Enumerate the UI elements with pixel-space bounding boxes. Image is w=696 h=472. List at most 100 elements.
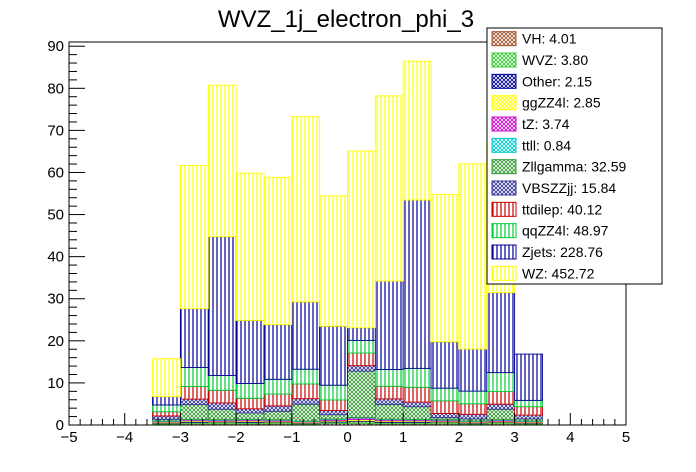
bar-zllgamma-bin-4	[263, 410, 293, 421]
x-tick-label: 4	[566, 429, 574, 446]
bar-ttdilep-bin-3	[235, 397, 265, 410]
y-tick-label: 60	[47, 164, 64, 181]
bar-qqzz4l-bin-10	[430, 387, 460, 402]
bar-wz-bin-0	[152, 358, 181, 398]
bar-zllgamma-bin-2	[207, 408, 237, 421]
bar-zjets-bin-7	[347, 327, 376, 341]
bar-ttdilep-bin-0	[152, 411, 181, 417]
x-tick-label: 3	[510, 429, 518, 446]
y-tick-label: 30	[47, 291, 64, 308]
bar-wz-bin-2	[207, 84, 237, 238]
y-tick-label: 20	[47, 333, 64, 350]
bar-qqzz4l-bin-8	[374, 368, 404, 387]
legend-entry-other: Other: 2.15	[491, 73, 592, 89]
bar-zjets-bin-4	[263, 324, 293, 380]
bar-zjets-bin-12	[486, 292, 516, 374]
x-tick-label: 2	[455, 429, 463, 446]
bar-zjets-bin-1	[179, 308, 209, 368]
bar-zjets-bin-13	[514, 353, 543, 401]
legend-label: ggZZ4l: 2.85	[522, 95, 601, 111]
bar-zllgamma-bin-5	[291, 403, 321, 422]
legend-swatch	[491, 180, 517, 196]
x-tick-label: 0	[343, 429, 351, 446]
bar-zllgamma-bin-7	[347, 370, 376, 418]
legend-swatch	[491, 52, 517, 68]
bar-ttdilep-bin-10	[430, 400, 460, 414]
bar-zjets-bin-9	[402, 199, 432, 369]
legend-entry-zjets: Zjets: 228.76	[491, 244, 603, 260]
bar-vbszzjj-bin-3	[235, 408, 265, 414]
bar-zjets-bin-11	[458, 348, 488, 392]
bar-ttdilep-bin-9	[402, 386, 432, 403]
bar-zllgamma-bin-1	[179, 404, 209, 420]
bar-wz-bin-8	[374, 95, 404, 282]
bar-vbszzjj-bin-1	[179, 398, 209, 406]
bar-qqzz4l-bin-4	[263, 378, 293, 395]
legend-box	[486, 27, 663, 285]
legend-label: tZ: 3.74	[522, 116, 570, 132]
bar-qqzz4l-bin-9	[402, 367, 432, 388]
x-tick-label: −5	[60, 429, 77, 446]
legend-entry-ggzz4l: ggZZ4l: 2.85	[491, 95, 601, 111]
y-tick-label: 40	[47, 249, 64, 266]
bar-zllgamma-bin-6	[319, 414, 348, 420]
bar-ttdilep-bin-5	[291, 383, 321, 400]
legend-label: VBSZZjj: 15.84	[522, 180, 616, 196]
y-tick-label: 10	[47, 375, 64, 392]
bar-vbszzjj-bin-0	[152, 415, 181, 420]
bar-zllgamma-bin-9	[402, 406, 432, 420]
bar-vbszzjj-bin-13	[514, 414, 543, 420]
legend-entry-vh: VH: 4.01	[491, 31, 577, 47]
legend-swatch	[491, 265, 517, 281]
bar-qqzz4l-bin-12	[486, 372, 516, 392]
bar-ttdilep-bin-2	[207, 389, 237, 404]
legend-swatch	[491, 31, 517, 47]
bar-wz-bin-6	[319, 195, 348, 327]
bar-vbszzjj-bin-9	[402, 401, 432, 408]
bar-zjets-bin-10	[430, 341, 460, 389]
bar-zjets-bin-2	[207, 236, 237, 376]
bar-qqzz4l-bin-3	[235, 383, 265, 399]
bar-wz-bin-7	[347, 150, 376, 329]
bar-ttdilep-bin-12	[486, 391, 516, 405]
bar-wz-bin-3	[235, 172, 265, 321]
legend-label: Zjets: 228.76	[522, 244, 603, 260]
bar-qqzz4l-bin-6	[319, 384, 348, 401]
legend-entry-tz: tZ: 3.74	[491, 116, 570, 132]
legend-label: Other: 2.15	[522, 73, 592, 89]
legend-swatch	[491, 95, 517, 111]
legend-swatch	[491, 73, 517, 89]
bar-zjets-bin-6	[319, 325, 348, 386]
legend-swatch	[491, 159, 517, 175]
legend-label: ttdilep: 40.12	[522, 201, 602, 217]
y-tick-label: 70	[47, 122, 64, 139]
bar-ttdilep-bin-13	[514, 406, 543, 416]
bar-zjets-bin-3	[235, 319, 265, 384]
bar-vbszzjj-bin-8	[374, 398, 404, 405]
bar-vbszzjj-bin-7	[347, 365, 376, 372]
y-tick-label: 90	[47, 38, 64, 55]
legend-entry-wz: WZ: 452.72	[491, 265, 595, 281]
bar-qqzz4l-bin-7	[347, 339, 376, 354]
legend-entry-wvz: WVZ: 3.80	[491, 52, 588, 68]
bar-wz-bin-1	[179, 165, 209, 310]
bar-wz-bin-11	[458, 163, 488, 350]
bar-wz-bin-4	[263, 176, 293, 326]
legend-swatch	[491, 244, 517, 260]
legend-swatch	[491, 201, 517, 217]
bar-qqzz4l-bin-13	[514, 399, 543, 408]
bar-zjets-bin-5	[291, 301, 321, 370]
bar-wz-bin-9	[402, 60, 432, 201]
legend-label: WZ: 452.72	[522, 265, 595, 281]
bar-qqzz4l-bin-0	[152, 404, 181, 413]
bar-vbszzjj-bin-12	[486, 403, 516, 410]
bar-vbszzjj-bin-5	[291, 398, 321, 405]
series-ttdilep	[152, 352, 543, 417]
x-tick-label: −1	[283, 429, 300, 446]
legend-entry-ttdilep: ttdilep: 40.12	[491, 201, 602, 217]
bar-vbszzjj-bin-6	[319, 410, 348, 416]
bar-wz-bin-10	[430, 194, 460, 343]
bar-qqzz4l-bin-1	[179, 367, 209, 387]
bar-wz-bin-5	[291, 116, 321, 303]
